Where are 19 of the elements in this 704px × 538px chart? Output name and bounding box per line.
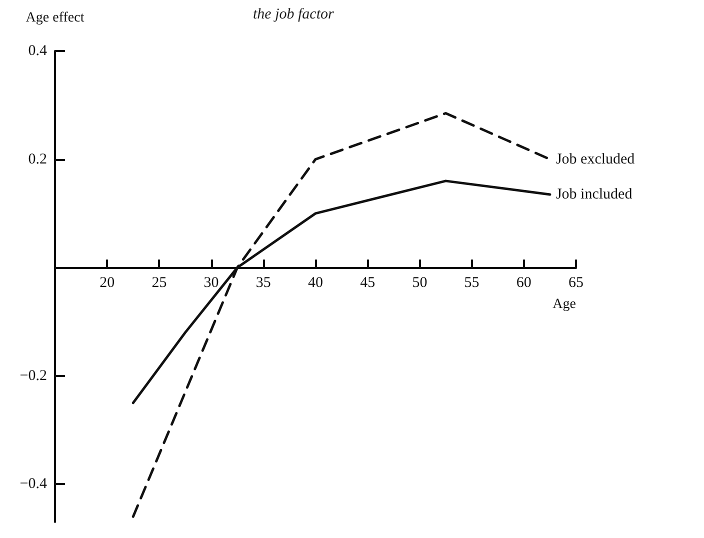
x-tick-label: 20 (100, 275, 115, 292)
y-tick-label: 0.2 (28, 151, 47, 168)
x-tick-label: 30 (204, 275, 219, 292)
series-label: Job excluded (556, 151, 636, 168)
x-tick-label: 45 (360, 275, 376, 292)
x-tick-label: 35 (256, 275, 271, 292)
x-tick-label: 50 (412, 275, 428, 292)
x-tick-label: 25 (152, 275, 167, 292)
y-tick-label: −0.4 (20, 476, 48, 492)
x-tick-label: 55 (464, 275, 480, 292)
y-tick-label: −0.2 (20, 368, 47, 384)
series-label: Job included (556, 186, 633, 202)
x-tick-label: 40 (308, 275, 323, 292)
x-tick-label: 60 (516, 275, 532, 292)
chart-title: the job factor (253, 6, 334, 22)
y-tick-label: 0.4 (28, 43, 48, 59)
x-axis-title: Age (552, 297, 576, 312)
x-tick-label: 65 (568, 275, 584, 292)
y-axis-title: Age effect (26, 10, 84, 26)
